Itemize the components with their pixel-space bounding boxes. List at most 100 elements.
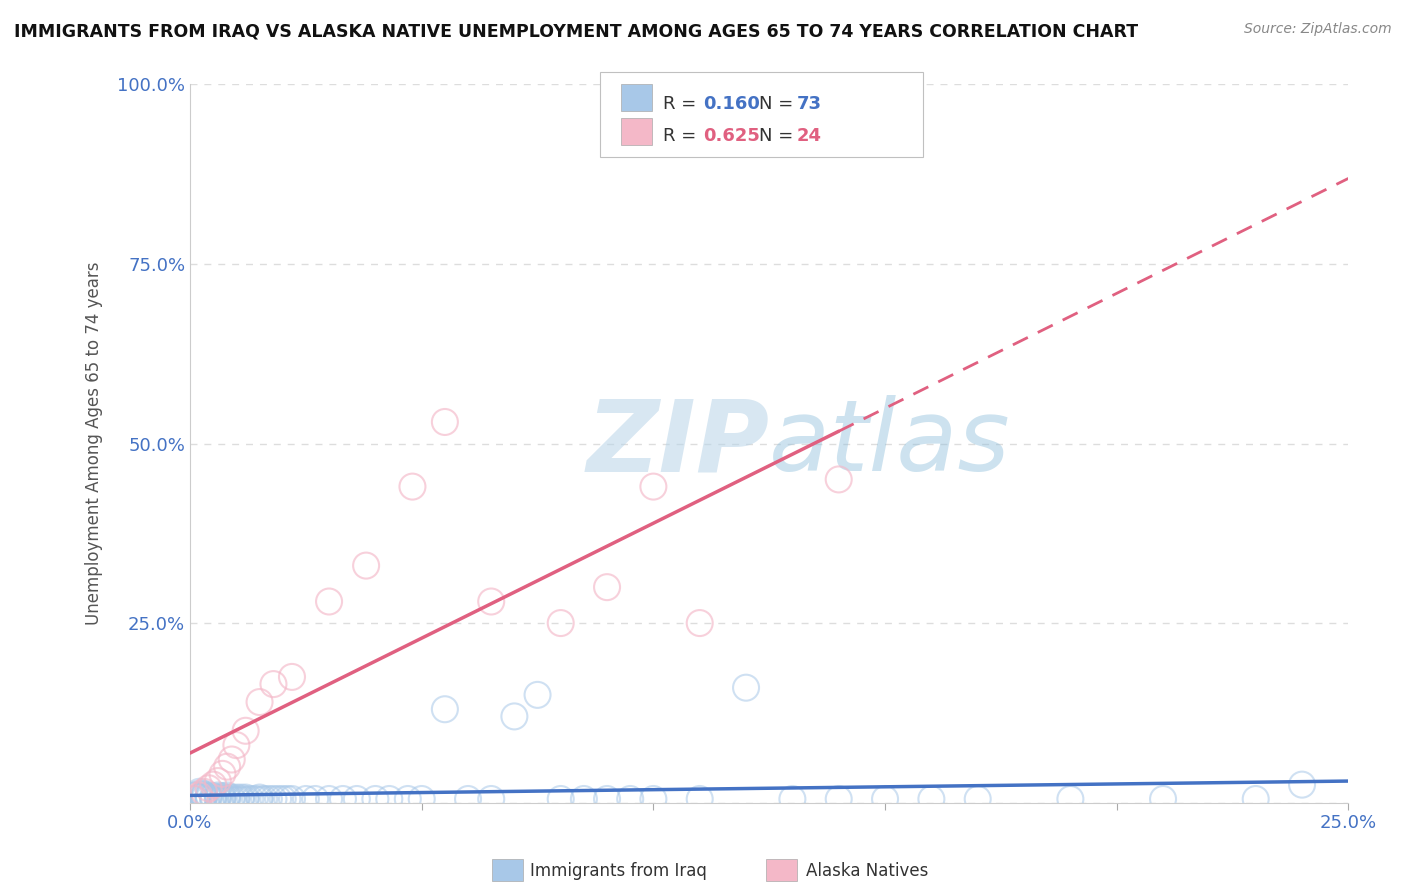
Point [202,789,225,804]
Point [193,792,215,806]
Point [207,790,229,805]
Point [193,789,215,803]
Point [920,792,942,806]
Point [207,793,229,807]
Point [235,723,257,738]
Point [550,615,572,630]
Point [271,792,294,806]
Point [207,789,229,803]
Point [364,792,387,806]
Point [217,793,239,807]
Point [217,790,239,805]
Text: IMMIGRANTS FROM IRAQ VS ALASKA NATIVE UNEMPLOYMENT AMONG AGES 65 TO 74 YEARS COR: IMMIGRANTS FROM IRAQ VS ALASKA NATIVE UN… [14,22,1139,40]
Text: Immigrants from Iraq: Immigrants from Iraq [530,862,707,880]
Point [281,670,304,684]
Point [643,792,665,806]
Point [235,790,257,805]
Point [225,790,247,805]
Y-axis label: Unemployment Among Ages 65 to 74 years: Unemployment Among Ages 65 to 74 years [86,261,103,625]
Point [211,789,233,804]
Point [235,793,257,807]
Point [572,792,595,806]
Point [378,792,401,806]
Point [346,792,368,806]
Point [197,781,219,796]
Point [550,792,572,806]
Point [1291,778,1313,792]
Point [281,792,304,806]
Point [596,580,619,594]
Point [211,793,233,807]
Point [249,790,271,805]
Point [828,472,851,486]
Text: ZIP: ZIP [586,395,769,492]
Point [735,681,758,695]
Point [202,791,225,805]
Text: R =: R = [664,127,702,145]
Point [354,558,377,573]
Point [318,792,340,806]
Point [966,792,988,806]
Point [596,792,619,806]
Text: N =: N = [759,95,799,113]
Point [183,789,205,803]
Text: N =: N = [759,127,799,145]
Point [253,792,276,806]
Point [225,793,247,807]
Point [276,792,298,806]
Point [193,787,215,801]
Point [411,792,433,806]
Point [188,789,211,804]
Point [782,792,804,806]
Point [873,792,896,806]
Point [433,702,456,716]
Point [643,480,665,494]
Text: Alaska Natives: Alaska Natives [806,862,928,880]
Point [689,615,711,630]
Point [202,778,225,792]
Point [221,752,243,766]
Point [243,792,266,806]
Point [225,738,247,752]
Point [229,790,252,805]
Point [188,785,211,799]
Point [217,760,239,774]
Point [211,767,233,781]
Point [479,792,502,806]
Point [197,789,219,804]
Text: 73: 73 [797,95,823,113]
Text: 0.160: 0.160 [703,95,759,113]
Point [193,789,215,804]
Point [229,793,252,807]
Point [202,793,225,807]
Point [249,695,271,709]
Point [1152,792,1174,806]
Point [295,792,318,806]
Point [479,594,502,608]
Point [262,792,284,806]
Point [197,789,219,803]
Point [262,677,284,691]
Text: 0.625: 0.625 [703,127,759,145]
Point [239,792,262,806]
Point [619,792,641,806]
Point [197,792,219,806]
Point [267,792,290,806]
Text: Source: ZipAtlas.com: Source: ZipAtlas.com [1244,22,1392,37]
Point [183,792,205,806]
Point [183,792,205,806]
Point [1059,792,1081,806]
Point [188,787,211,801]
Point [257,792,280,806]
Point [304,792,326,806]
Text: 24: 24 [797,127,823,145]
Point [211,791,233,805]
Point [1244,792,1267,806]
Point [193,785,215,799]
Point [689,792,711,806]
Point [318,594,340,608]
Point [457,792,479,806]
Point [828,792,851,806]
Point [433,415,456,429]
Point [217,789,239,803]
